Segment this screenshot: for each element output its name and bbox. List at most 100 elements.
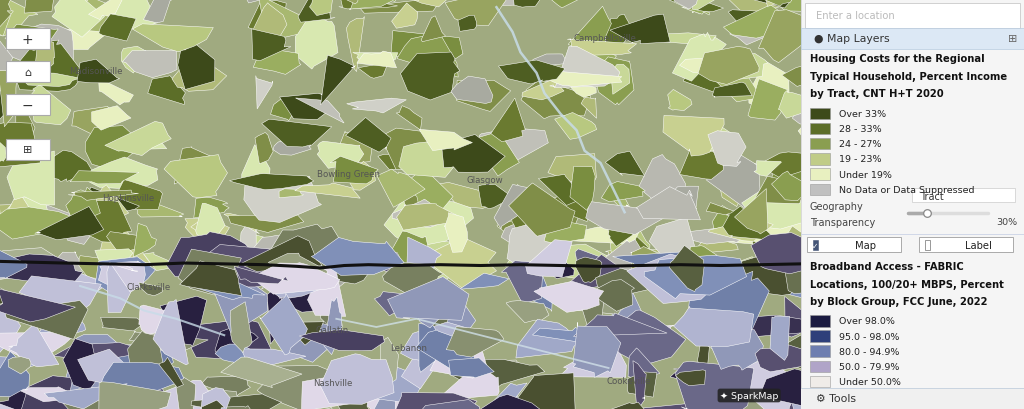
Polygon shape	[276, 296, 342, 347]
Polygon shape	[31, 85, 71, 126]
Polygon shape	[252, 30, 291, 61]
Polygon shape	[728, 11, 773, 26]
Bar	[810, 346, 829, 357]
Text: ⌂: ⌂	[24, 67, 31, 77]
Polygon shape	[106, 232, 148, 254]
Polygon shape	[778, 92, 806, 119]
Polygon shape	[605, 240, 655, 274]
Polygon shape	[79, 256, 117, 279]
Polygon shape	[179, 261, 242, 296]
Polygon shape	[781, 227, 841, 275]
Text: Clarksville: Clarksville	[126, 282, 170, 291]
Polygon shape	[284, 291, 330, 345]
Polygon shape	[555, 113, 597, 140]
Polygon shape	[671, 366, 736, 384]
Polygon shape	[692, 0, 723, 14]
Polygon shape	[723, 5, 787, 39]
Bar	[810, 361, 829, 372]
Polygon shape	[299, 330, 384, 351]
Polygon shape	[19, 276, 101, 316]
Polygon shape	[137, 204, 183, 218]
Polygon shape	[356, 52, 396, 69]
Polygon shape	[392, 200, 453, 228]
Polygon shape	[793, 103, 847, 127]
Polygon shape	[791, 240, 857, 269]
Polygon shape	[66, 188, 100, 224]
Polygon shape	[106, 263, 131, 313]
Text: ⊞: ⊞	[23, 145, 33, 155]
Polygon shape	[421, 239, 497, 289]
Polygon shape	[77, 60, 120, 84]
Polygon shape	[460, 360, 535, 383]
Polygon shape	[804, 0, 839, 2]
Polygon shape	[419, 130, 472, 151]
Polygon shape	[720, 257, 765, 281]
Polygon shape	[499, 61, 565, 85]
Polygon shape	[658, 263, 688, 293]
Polygon shape	[0, 94, 5, 115]
Polygon shape	[674, 307, 754, 347]
Polygon shape	[733, 390, 769, 409]
Polygon shape	[544, 216, 587, 245]
Polygon shape	[257, 366, 336, 409]
Polygon shape	[638, 155, 685, 213]
Text: Under 50.0%: Under 50.0%	[839, 377, 900, 386]
Polygon shape	[129, 331, 208, 351]
Polygon shape	[605, 15, 634, 55]
Polygon shape	[62, 0, 87, 16]
Text: Transparency: Transparency	[810, 218, 874, 227]
Polygon shape	[413, 400, 480, 409]
Polygon shape	[399, 184, 418, 225]
Polygon shape	[812, 140, 827, 155]
Polygon shape	[603, 325, 674, 354]
Polygon shape	[317, 142, 364, 169]
Bar	[810, 154, 829, 165]
Polygon shape	[98, 15, 136, 42]
Text: 19 - 23%: 19 - 23%	[839, 155, 882, 164]
Text: ✓: ✓	[812, 241, 819, 250]
Polygon shape	[14, 103, 35, 139]
Polygon shape	[98, 261, 145, 294]
Polygon shape	[611, 65, 630, 95]
Polygon shape	[682, 8, 710, 16]
Polygon shape	[420, 299, 456, 332]
Polygon shape	[5, 25, 58, 52]
Polygon shape	[241, 349, 306, 369]
Polygon shape	[61, 387, 141, 409]
Polygon shape	[756, 397, 779, 409]
Polygon shape	[234, 267, 289, 284]
Polygon shape	[337, 398, 370, 409]
Polygon shape	[683, 69, 737, 93]
Polygon shape	[802, 167, 830, 194]
Polygon shape	[680, 146, 723, 180]
Polygon shape	[116, 7, 155, 33]
Polygon shape	[384, 196, 473, 248]
Polygon shape	[190, 218, 229, 243]
Polygon shape	[44, 384, 127, 409]
Polygon shape	[558, 255, 629, 303]
Polygon shape	[532, 328, 590, 344]
Polygon shape	[702, 330, 730, 352]
Polygon shape	[309, 0, 334, 16]
Polygon shape	[625, 402, 720, 409]
Polygon shape	[673, 33, 726, 82]
Polygon shape	[69, 191, 138, 201]
Polygon shape	[733, 315, 819, 337]
Polygon shape	[211, 272, 268, 334]
Text: Broadband Access - FABRIC: Broadband Access - FABRIC	[810, 261, 964, 271]
Polygon shape	[444, 359, 545, 388]
Polygon shape	[507, 223, 558, 274]
Polygon shape	[127, 380, 224, 409]
Polygon shape	[0, 352, 30, 397]
Polygon shape	[377, 170, 425, 208]
Polygon shape	[349, 0, 399, 10]
Polygon shape	[669, 246, 705, 292]
Polygon shape	[94, 342, 173, 378]
Polygon shape	[776, 223, 822, 254]
Polygon shape	[0, 289, 76, 322]
Polygon shape	[123, 52, 177, 79]
Polygon shape	[676, 370, 706, 386]
Polygon shape	[358, 64, 387, 79]
Polygon shape	[279, 189, 303, 198]
Polygon shape	[88, 185, 129, 222]
